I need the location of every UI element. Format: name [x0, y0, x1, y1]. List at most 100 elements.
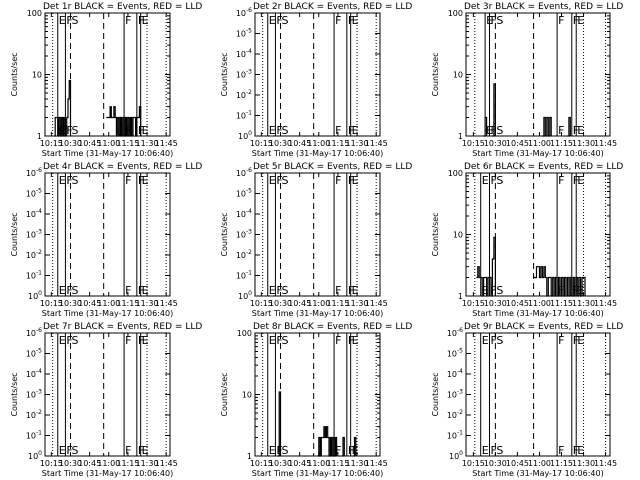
marker-label-top: E [577, 14, 584, 27]
marker-label-bottom: F [125, 444, 131, 457]
x-axis-label: Start Time (31-May-17 10:06:40) [42, 149, 173, 158]
x-tick-label: 10:15 [40, 459, 63, 468]
panel-title: Det 3r BLACK = Events, RED = LLD [464, 2, 623, 12]
x-axis-label: Start Time (31-May-17 10:06:40) [472, 309, 603, 318]
y-axis-label: Counts/sec [431, 372, 440, 416]
x-tick-label: 10:45 [506, 459, 529, 468]
y-tick-label: 1 [458, 132, 463, 141]
x-tick-label: 10:45 [288, 139, 311, 148]
marker-label-top: E [142, 334, 149, 347]
x-tick-label: 10:30 [484, 139, 507, 148]
events-series-line [492, 83, 496, 137]
panel-title: Det 7r BLACK = Events, RED = LLD [43, 322, 202, 332]
marker-label-top: E [59, 174, 66, 187]
x-tick-label: 11:00 [307, 459, 330, 468]
x-tick-label: 10:30 [484, 299, 507, 308]
marker-label-bottom: E [142, 124, 149, 137]
y-tick-label: 10-5 [236, 188, 252, 199]
events-series-line [542, 116, 552, 137]
y-axis-label: Counts/sec [431, 52, 440, 96]
x-tick-label: 10:45 [78, 459, 101, 468]
y-tick-label: 10-2 [447, 409, 463, 420]
y-tick-label: 100 [28, 450, 42, 461]
x-tick-label: 11:30 [136, 299, 159, 308]
panel-det-1: Det 1r BLACK = Events, RED = LLDEEFFSSFF… [10, 2, 202, 158]
panel-det-8: Det 8r BLACK = Events, RED = LLDEEFFSSFF… [220, 322, 412, 478]
x-tick-label: 11:45 [155, 299, 178, 308]
x-axis-label: Start Time (31-May-17 10:06:40) [42, 309, 173, 318]
events-series-line [317, 426, 338, 457]
y-axis-label: Counts/sec [10, 52, 19, 96]
y-tick-label: 1 [247, 452, 252, 461]
y-tick-label: 10-1 [236, 110, 252, 121]
events-series-line [106, 106, 142, 137]
y-tick-label: 10 [453, 71, 463, 80]
marker-label-bottom: E [482, 444, 489, 457]
plot-frame [254, 12, 381, 137]
x-tick-label: 11:15 [550, 459, 573, 468]
x-axis-label: Start Time (31-May-17 10:06:40) [252, 309, 383, 318]
x-tick-label: 11:00 [528, 299, 551, 308]
panel-det-2: Det 2r BLACK = Events, RED = LLDEEFFSSFF… [220, 2, 412, 158]
y-tick-label: 100 [448, 9, 463, 18]
y-tick-label: 10-5 [26, 348, 42, 359]
y-tick-label: 10-2 [236, 249, 252, 260]
events-series-line [341, 436, 345, 457]
events-series-line [567, 116, 571, 137]
panel-title: Det 8r BLACK = Events, RED = LLD [253, 322, 412, 332]
x-tick-label: 11:30 [572, 139, 595, 148]
x-tick-label: 11:30 [572, 459, 595, 468]
marker-label-top: E [269, 14, 276, 27]
x-tick-label: 11:15 [550, 139, 573, 148]
x-tick-label: 11:45 [594, 139, 617, 148]
marker-label-top: F [66, 174, 72, 187]
marker-label-top: S [72, 14, 79, 27]
x-tick-label: 10:15 [250, 139, 273, 148]
marker-label-bottom: E [577, 124, 584, 137]
x-tick-label: 11:30 [136, 139, 159, 148]
marker-label-top: F [276, 14, 282, 27]
x-tick-label: 11:15 [326, 299, 349, 308]
y-tick-label: 100 [238, 130, 252, 141]
x-tick-label: 11:45 [594, 299, 617, 308]
marker-label-bottom: F [66, 284, 72, 297]
marker-label-bottom: F [335, 444, 341, 457]
y-tick-label: 100 [237, 329, 252, 338]
y-tick-label: 10-4 [236, 208, 252, 219]
x-tick-label: 10:15 [250, 459, 273, 468]
x-axis-label: Start Time (31-May-17 10:06:40) [42, 469, 173, 478]
marker-label-bottom: S [496, 284, 503, 297]
y-tick-label: 10-2 [236, 89, 252, 100]
marker-label-bottom: F [335, 124, 341, 137]
marker-label-top: F [66, 14, 72, 27]
y-tick-label: 10-3 [447, 389, 463, 400]
x-tick-label: 11:00 [528, 139, 551, 148]
x-tick-label: 10:45 [78, 139, 101, 148]
x-tick-label: 11:00 [97, 299, 120, 308]
marker-label-bottom: E [269, 124, 276, 137]
marker-label-bottom: S [496, 444, 503, 457]
marker-label-bottom: S [282, 444, 289, 457]
x-axis-label: Start Time (31-May-17 10:06:40) [252, 469, 383, 478]
y-tick-label: 10-4 [447, 368, 463, 379]
x-tick-label: 10:30 [59, 459, 82, 468]
x-tick-label: 10:15 [40, 299, 63, 308]
marker-label-top: E [269, 174, 276, 187]
y-tick-label: 10-2 [26, 409, 42, 420]
x-tick-label: 11:30 [572, 299, 595, 308]
x-tick-label: 11:00 [307, 299, 330, 308]
events-series-line [476, 236, 496, 297]
panel-title: Det 9r BLACK = Events, RED = LLD [464, 322, 623, 332]
marker-label-bottom: E [352, 444, 359, 457]
x-tick-label: 10:45 [78, 299, 101, 308]
y-tick-label: 10-4 [236, 48, 252, 59]
marker-label-top: E [142, 174, 149, 187]
y-tick-label: 10-4 [26, 208, 42, 219]
y-axis-label: Counts/sec [10, 212, 19, 256]
x-tick-label: 11:00 [307, 139, 330, 148]
events-series-line [533, 266, 586, 297]
panel-title: Det 4r BLACK = Events, RED = LLD [43, 162, 202, 172]
x-tick-label: 11:15 [116, 139, 139, 148]
plot-frame [44, 172, 171, 297]
x-tick-label: 11:15 [326, 139, 349, 148]
